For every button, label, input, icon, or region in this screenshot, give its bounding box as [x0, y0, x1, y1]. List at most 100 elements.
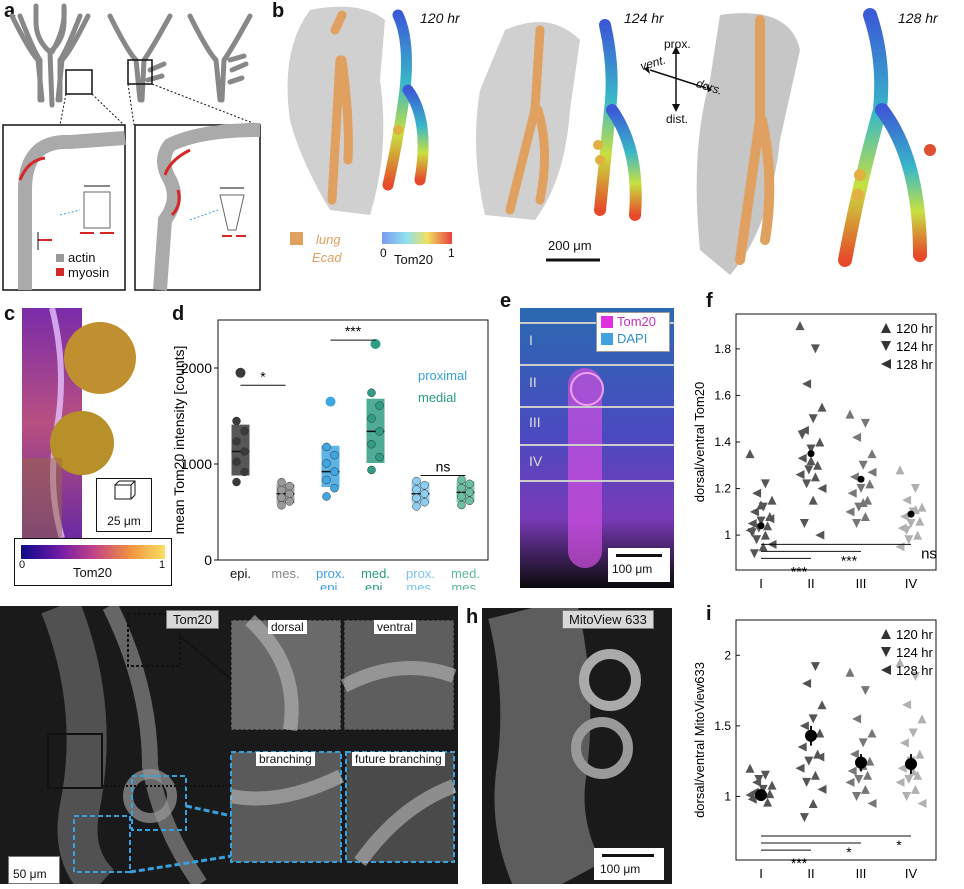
scalebar-g-box: 50 μm — [8, 856, 60, 884]
data-point — [752, 535, 762, 545]
region-IV: IV — [529, 453, 543, 469]
panel-g-image — [0, 606, 458, 884]
data-point — [860, 511, 870, 521]
inset-future-branching: future branching — [352, 752, 445, 766]
y-tick-label: 1 — [724, 789, 731, 803]
cbar-c-label: Tom20 — [73, 565, 113, 580]
y-tick-label: 1.2 — [714, 482, 731, 496]
data-point — [285, 497, 294, 506]
data-point — [910, 784, 920, 794]
data-point — [799, 518, 809, 528]
y-axis-label: dorsal/ventral Tom20 — [692, 382, 707, 502]
panel-c-scale-box: 25 μm — [96, 478, 152, 532]
significance-label: *** — [345, 323, 362, 339]
cbar-b-label: Tom20 — [394, 252, 434, 267]
data-point — [906, 518, 916, 528]
data-point — [849, 472, 859, 482]
data-point — [799, 813, 809, 823]
data-point — [899, 511, 909, 521]
legend-label: 120 hr — [896, 627, 934, 642]
y-tick-label: 1 — [724, 528, 731, 542]
data-point — [813, 460, 823, 470]
data-point — [904, 775, 914, 785]
axis-dist: dist. — [666, 112, 689, 126]
legend-actin: actin — [68, 250, 96, 265]
data-point — [763, 521, 773, 531]
data-point — [817, 784, 827, 794]
data-point — [915, 749, 925, 759]
data-point — [902, 700, 912, 710]
data-point — [322, 442, 331, 452]
axis-prox: prox. — [664, 37, 691, 51]
panel-g-tag: Tom20 — [166, 610, 220, 629]
x-tick-label: I — [759, 576, 763, 591]
data-point — [867, 728, 877, 738]
data-point — [285, 481, 294, 491]
legend-marker — [881, 323, 891, 333]
y-tick-label: 1000 — [181, 456, 212, 472]
scalebar-c: 25 μm — [107, 514, 141, 528]
panel-label-h: h — [466, 606, 479, 628]
legend-tom20: Tom20 — [617, 314, 657, 329]
legend-lung: lung — [316, 232, 341, 247]
data-point — [902, 495, 912, 505]
data-point — [375, 401, 384, 410]
data-point — [808, 799, 818, 809]
x-tick-label: mes. — [451, 580, 479, 590]
data-point — [858, 460, 868, 470]
region-I: I — [529, 332, 533, 348]
significance-label: * — [896, 837, 902, 853]
y-tick-label: 2 — [724, 648, 731, 662]
y-axis-label: dorsal/ventral MitoView633 — [692, 662, 707, 818]
data-point — [760, 770, 770, 780]
scalebar-h-box: 100 μm — [594, 848, 664, 880]
panel-label-a: a — [4, 0, 16, 22]
panel-e-image — [520, 308, 674, 588]
data-point — [754, 775, 764, 785]
data-point — [412, 476, 421, 486]
data-point — [917, 714, 927, 724]
data-point — [815, 752, 825, 762]
data-point — [465, 496, 474, 506]
data-point — [895, 465, 905, 475]
data-point — [810, 472, 820, 482]
data-point — [767, 780, 777, 790]
legend-myosin: myosin — [68, 265, 110, 280]
outlier-point — [235, 367, 246, 378]
mean-marker — [905, 758, 917, 770]
legend-label: 124 hr — [896, 645, 934, 660]
x-tick-label: med. — [451, 566, 480, 581]
panel-b-renderings — [287, 6, 936, 275]
data-point — [412, 502, 421, 511]
data-point — [917, 502, 927, 512]
data-point — [367, 414, 376, 423]
data-point — [860, 784, 870, 794]
data-point — [797, 742, 807, 752]
legend-ecad: Ecad — [312, 250, 342, 265]
data-point — [917, 799, 927, 809]
data-point — [897, 763, 907, 773]
data-point — [375, 452, 384, 462]
cbar-b-max: 1 — [448, 246, 455, 260]
data-point — [860, 686, 870, 696]
data-point — [810, 662, 820, 672]
data-point — [760, 479, 770, 489]
x-tick-label: III — [856, 866, 867, 881]
data-point — [367, 388, 376, 398]
inset-dorsal: dorsal — [268, 620, 307, 634]
data-point — [457, 492, 466, 501]
data-point — [858, 738, 868, 748]
mean-marker — [757, 522, 765, 530]
y-tick-label: 1.5 — [714, 719, 731, 733]
data-point — [285, 489, 294, 499]
data-point — [815, 530, 825, 540]
data-point — [810, 770, 820, 780]
panel-h-tag: MitoView 633 — [562, 610, 654, 629]
x-tick-label: IV — [905, 576, 918, 591]
legend-label: 128 hr — [896, 357, 934, 372]
legend-label: 128 hr — [896, 663, 934, 678]
data-point — [804, 465, 814, 475]
data-point — [802, 777, 812, 787]
